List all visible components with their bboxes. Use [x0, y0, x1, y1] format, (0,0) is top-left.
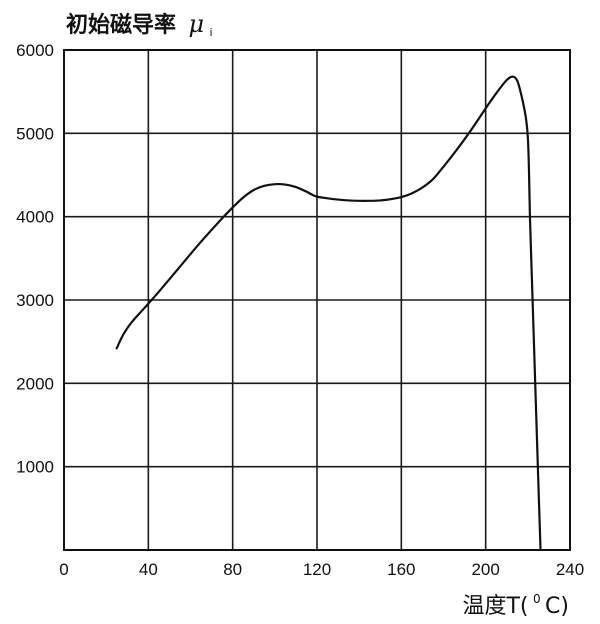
x-axis-label-degree: 0 [533, 592, 541, 606]
y-axis-label-subscript: i [210, 26, 213, 39]
x-axis-label-unit: C) [545, 594, 569, 619]
y-axis-label-symbol: μ [188, 10, 204, 38]
x-tick-label-5: 200 [471, 560, 499, 579]
y-tick-label-2: 3000 [16, 291, 54, 310]
y-axis-label-main: 初始磁导率 [66, 12, 176, 38]
x-tick-label-1: 40 [139, 560, 158, 579]
tick-labels: 0 40 80 120 160 200 240 1000 2000 3000 4000 5000 600… [16, 41, 584, 579]
series-line-permeability [115, 75, 542, 550]
y-tick-label-1: 2000 [16, 374, 54, 393]
y-axis-label: 初始磁导率 μ i [66, 10, 213, 39]
y-tick-label-0: 1000 [16, 458, 54, 477]
x-axis-label: 温度T( 0 C) [462, 590, 569, 619]
grid [64, 50, 570, 550]
x-axis-label-main: 温度T( [462, 594, 528, 619]
plot-frame [63, 49, 571, 551]
y-tick-label-5: 6000 [16, 41, 54, 60]
y-tick-label-3: 4000 [16, 208, 54, 227]
x-tick-label-0: 0 [59, 560, 68, 579]
y-tick-label-4: 5000 [16, 124, 54, 143]
x-tick-label-4: 160 [387, 560, 415, 579]
x-tick-label-2: 80 [223, 560, 242, 579]
x-tick-label-6: 240 [556, 560, 584, 579]
x-tick-label-3: 120 [303, 560, 331, 579]
